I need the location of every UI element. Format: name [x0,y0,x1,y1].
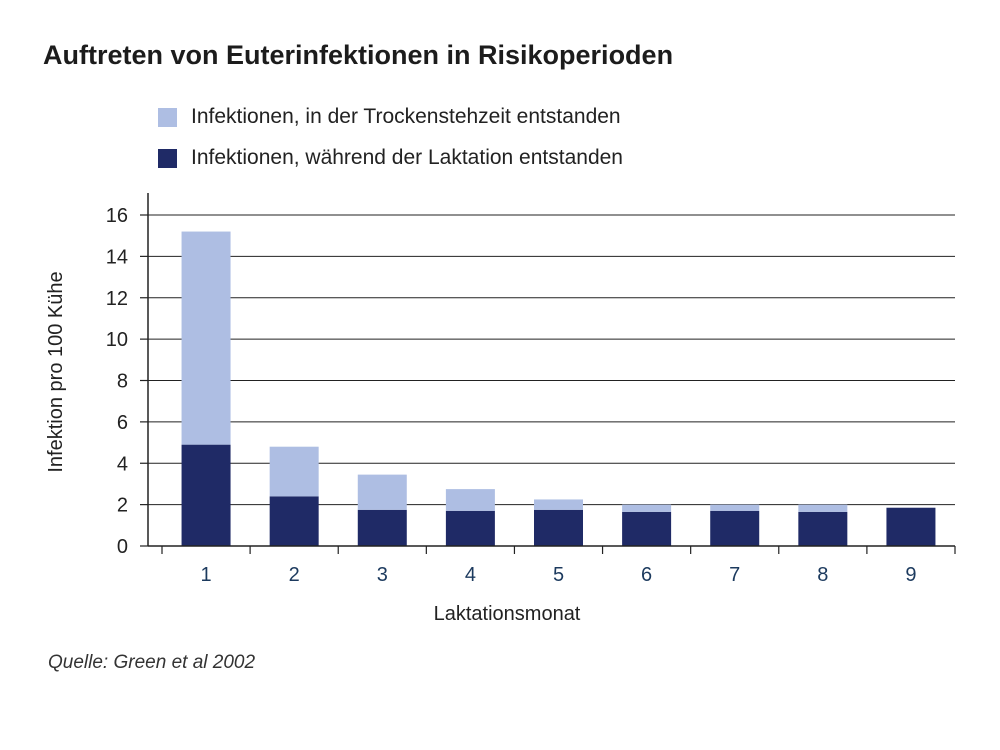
y-tick-label: 12 [106,288,128,310]
bar-laktation [181,444,231,546]
legend-label-laktation: Infektionen, während der Laktation entst… [191,146,623,169]
y-axis-label: Infektion pro 100 Kühe [45,271,67,472]
bar-laktation [886,507,936,546]
x-tick-label: 2 [289,564,300,586]
bar-laktation [357,509,407,546]
bar-trockenstehzeit [798,504,848,512]
bar-trockenstehzeit [445,489,495,511]
bar-trockenstehzeit [357,474,407,510]
y-tick-label: 16 [106,205,128,227]
bar-laktation [534,509,583,546]
x-tick-label: 9 [905,564,916,586]
y-tick-label: 6 [117,412,128,434]
legend-swatch-trockenstehzeit [158,107,177,127]
source-note: Quelle: Green et al 2002 [48,652,256,673]
x-tick-label: 7 [729,564,740,586]
legend-swatch-laktation [158,148,177,168]
chart-title: Auftreten von Euterinfektionen in Risiko… [43,40,674,70]
legend-item-trockenstehzeit: Infektionen, in der Trockenstehzeit ents… [158,104,621,130]
bar-trockenstehzeit [534,499,583,510]
x-tick-label: 1 [200,564,211,586]
bar-trockenstehzeit [710,504,760,511]
x-axis-label: Laktationsmonat [434,603,581,625]
bar-trockenstehzeit [181,231,231,445]
bar-trockenstehzeit [269,446,319,497]
x-tick-label: 6 [641,564,652,586]
legend-label-trockenstehzeit: Infektionen, in der Trockenstehzeit ents… [191,105,621,128]
y-tick-label: 2 [117,495,128,517]
x-tick-label: 8 [817,564,828,586]
x-tick-label: 5 [553,564,564,586]
bar-laktation [710,510,760,546]
y-tick-label: 10 [106,329,128,351]
y-tick-label: 8 [117,371,128,393]
x-tick-label: 4 [465,564,476,586]
bar-laktation [445,510,495,546]
legend-item-laktation: Infektionen, während der Laktation entst… [158,145,623,171]
bar-trockenstehzeit [622,504,672,512]
y-tick-label: 14 [106,246,128,268]
bar-laktation [798,511,848,546]
x-tick-label: 3 [377,564,388,586]
y-tick-label: 0 [117,536,128,558]
y-tick-label: 4 [117,453,128,475]
bar-laktation [269,496,319,546]
bar-laktation [622,511,672,546]
